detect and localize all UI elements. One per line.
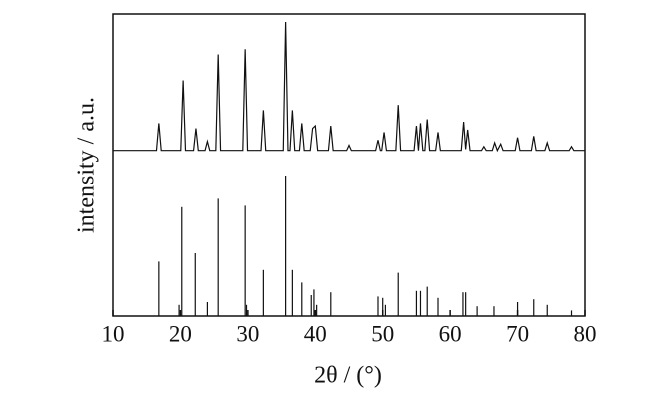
x-tick-label: 30 — [236, 321, 259, 346]
x-tick-label: 50 — [371, 321, 394, 346]
y-axis-label: intensity / a.u. — [74, 97, 100, 233]
x-tick-label: 20 — [169, 321, 192, 346]
x-axis-label: 2θ / (°) — [314, 363, 382, 389]
x-tick-label: 80 — [574, 321, 597, 346]
x-tick-label: 40 — [304, 321, 327, 346]
plot-frame — [112, 13, 586, 317]
x-tick-label: 70 — [506, 321, 529, 346]
x-tick-label: 60 — [439, 321, 462, 346]
x-tick-label: 10 — [102, 321, 125, 346]
pattern-line — [113, 21, 585, 153]
